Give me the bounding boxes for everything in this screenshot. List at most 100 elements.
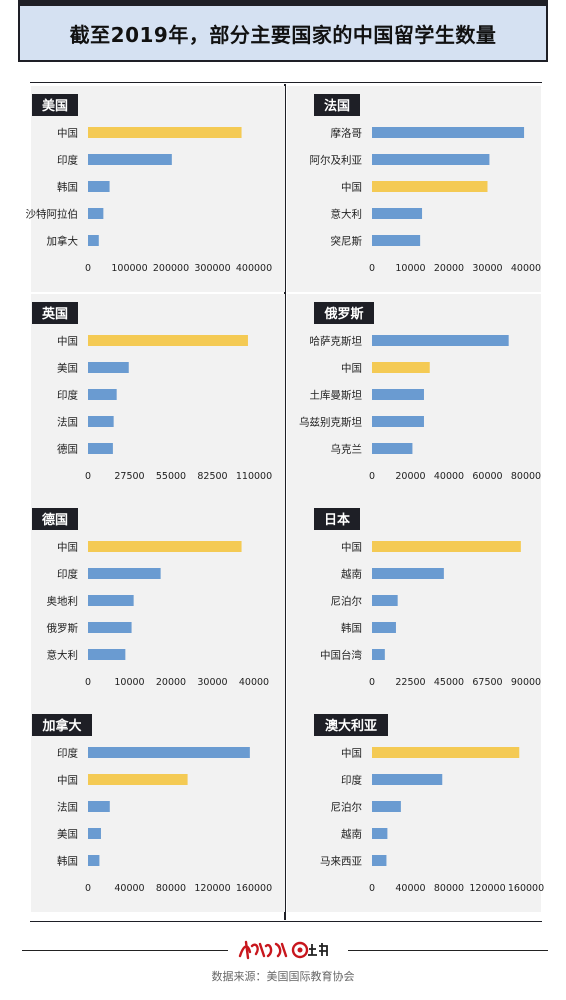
tick-label: 80000: [434, 883, 464, 894]
tick-label: 55000: [156, 471, 186, 482]
tick-label: 40000: [395, 883, 425, 894]
category-label: 加拿大: [47, 235, 79, 248]
tick-label: 60000: [472, 471, 502, 482]
country-label: 加拿大: [41, 718, 81, 734]
category-label: 奥地利: [47, 595, 79, 608]
chart-area: [30, 82, 542, 922]
country-label: 英国: [41, 306, 68, 322]
category-label: 突尼斯: [331, 235, 363, 248]
country-label: 澳大利亚: [325, 718, 377, 734]
tick-label: 0: [85, 883, 91, 894]
tick-label: 20000: [395, 471, 425, 482]
tick-label: 40000: [434, 471, 464, 482]
category-label: 中国台湾: [320, 649, 362, 662]
category-label: 印度: [57, 389, 78, 402]
bar: [372, 335, 509, 346]
tick-label: 0: [369, 883, 375, 894]
country-chip: [314, 714, 388, 736]
category-label: 中国: [341, 541, 362, 554]
bar: [88, 416, 114, 427]
bar: [88, 181, 110, 192]
panel-background: [31, 500, 285, 706]
bar: [88, 443, 113, 454]
category-label: 马来西亚: [320, 856, 362, 868]
category-label: 阿尔及利亚: [310, 154, 363, 167]
bar: [372, 622, 396, 633]
country-label: 美国: [42, 98, 68, 114]
tick-label: 0: [369, 263, 375, 274]
bar: [372, 595, 398, 606]
category-label: 德国: [57, 443, 78, 456]
tick-label: 67500: [472, 677, 502, 688]
panel-background: [31, 706, 285, 912]
page-title: 截至2019年，部分主要国家的中国留学生数量: [69, 22, 497, 47]
category-label: 中国: [341, 181, 362, 194]
bar: [372, 774, 443, 785]
tick-label: 400000: [236, 263, 272, 274]
tick-label: 45000: [434, 677, 464, 688]
jiefang-logo: [238, 940, 288, 960]
category-label: 越南: [341, 568, 362, 581]
tick-label: 22500: [395, 677, 425, 688]
tick-label: 200000: [153, 263, 189, 274]
tick-label: 80000: [511, 471, 541, 482]
category-label: 意大利: [47, 649, 79, 662]
category-label: 印度: [57, 154, 78, 167]
country-chip: [314, 302, 374, 324]
tick-label: 100000: [111, 263, 147, 274]
country-chip: [314, 508, 360, 530]
bar: [88, 568, 161, 579]
tick-label: 160000: [236, 883, 272, 894]
category-label: 意大利: [331, 208, 363, 221]
category-label: 尼泊尔: [331, 801, 363, 814]
category-label: 印度: [57, 747, 78, 760]
category-label: 韩国: [341, 622, 362, 635]
country-label: 俄罗斯: [323, 306, 363, 322]
category-label: 尼泊尔: [331, 595, 363, 608]
bar: [88, 747, 250, 758]
bar: [372, 828, 388, 839]
tick-label: 30000: [472, 263, 502, 274]
country-label: 日本: [324, 512, 350, 528]
country-chip: [32, 302, 78, 324]
tick-label: 27500: [114, 471, 144, 482]
bar: [372, 649, 385, 660]
bar: [372, 154, 490, 165]
country-chip: [314, 94, 360, 116]
category-label: 中国: [57, 335, 78, 348]
category-label: 印度: [341, 774, 362, 787]
title-box: 截至2019年，部分主要国家的中国留学生数量: [18, 6, 548, 62]
bar: [88, 855, 100, 866]
tick-label: 120000: [194, 883, 230, 894]
tick-label: 20000: [434, 263, 464, 274]
bar: [88, 208, 104, 219]
bar: [372, 801, 401, 812]
category-label: 俄罗斯: [47, 622, 79, 635]
tick-label: 40000: [114, 883, 144, 894]
tick-label: 40000: [239, 677, 269, 688]
tick-label: 20000: [156, 677, 186, 688]
category-label: 韩国: [57, 855, 78, 868]
bar: [372, 208, 423, 219]
bar: [372, 541, 521, 552]
category-label: 摩洛哥: [331, 127, 363, 140]
tick-label: 80000: [156, 883, 186, 894]
bar: [88, 362, 129, 373]
category-label: 法国: [57, 416, 78, 429]
category-label: 中国: [341, 747, 362, 760]
category-label: 美国: [57, 362, 78, 375]
tick-label: 300000: [194, 263, 230, 274]
bar: [88, 335, 248, 346]
tick-label: 0: [85, 677, 91, 688]
bar: [372, 127, 525, 138]
footer-line-left: [22, 950, 228, 951]
country-chip: [32, 508, 78, 530]
tick-label: 160000: [508, 883, 544, 894]
footer-line-right: [348, 950, 548, 951]
tick-label: 10000: [395, 263, 425, 274]
tick-label: 0: [85, 263, 91, 274]
